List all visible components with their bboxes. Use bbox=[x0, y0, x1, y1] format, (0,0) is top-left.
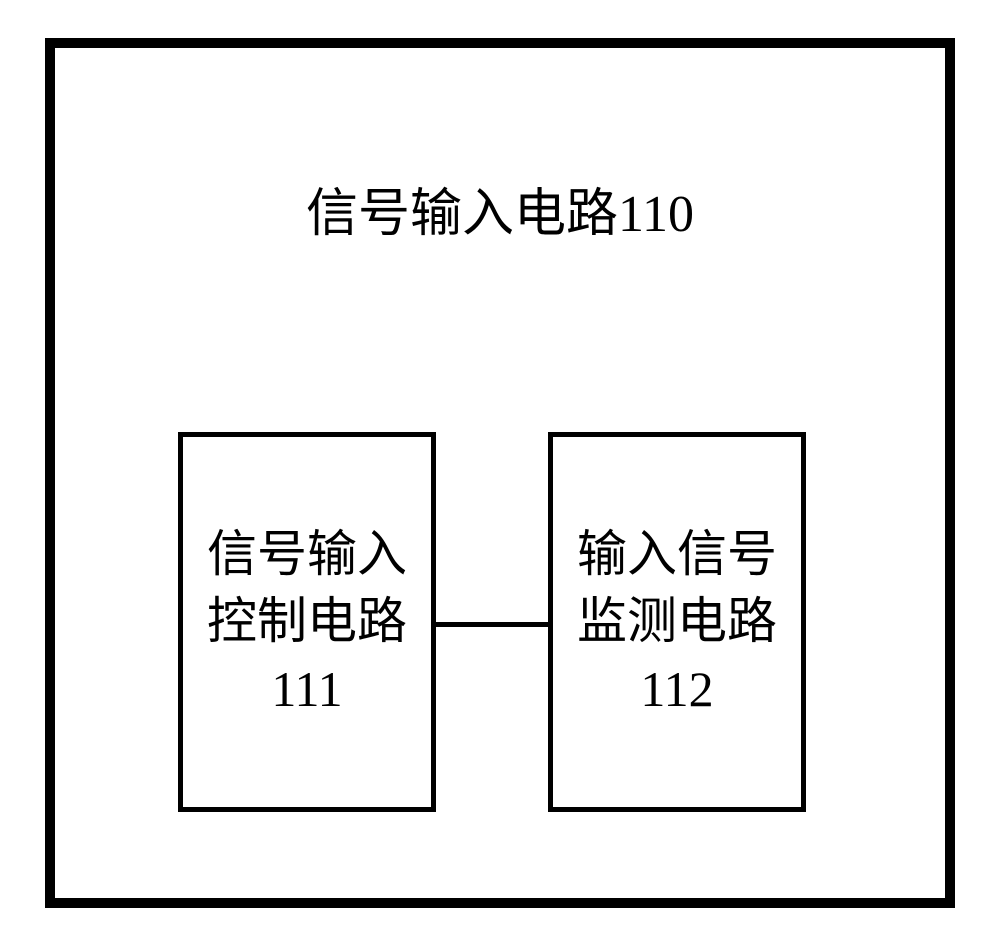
connector-line bbox=[436, 622, 548, 627]
left-block-line2: 控制电路 bbox=[207, 593, 407, 649]
right-block-text: 输入信号 监测电路 112 bbox=[577, 521, 777, 724]
left-block: 信号输入 控制电路 111 bbox=[178, 432, 436, 812]
diagram-title: 信号输入电路110 bbox=[0, 171, 1000, 246]
left-block-line1: 信号输入 bbox=[207, 526, 407, 582]
left-block-text: 信号输入 控制电路 111 bbox=[207, 521, 407, 724]
right-block-line3: 112 bbox=[640, 661, 713, 717]
right-block-line1: 输入信号 bbox=[577, 526, 777, 582]
right-block-line2: 监测电路 bbox=[577, 593, 777, 649]
left-block-line3: 111 bbox=[271, 661, 342, 717]
right-block: 输入信号 监测电路 112 bbox=[548, 432, 806, 812]
